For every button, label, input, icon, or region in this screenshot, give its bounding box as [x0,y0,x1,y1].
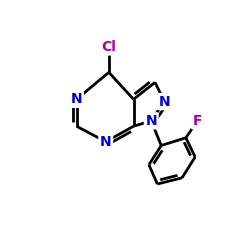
Text: N: N [158,94,170,108]
Text: N: N [71,92,82,106]
Text: Cl: Cl [102,40,116,54]
Text: F: F [193,114,202,128]
Text: N: N [100,135,112,149]
Text: N: N [146,114,157,128]
